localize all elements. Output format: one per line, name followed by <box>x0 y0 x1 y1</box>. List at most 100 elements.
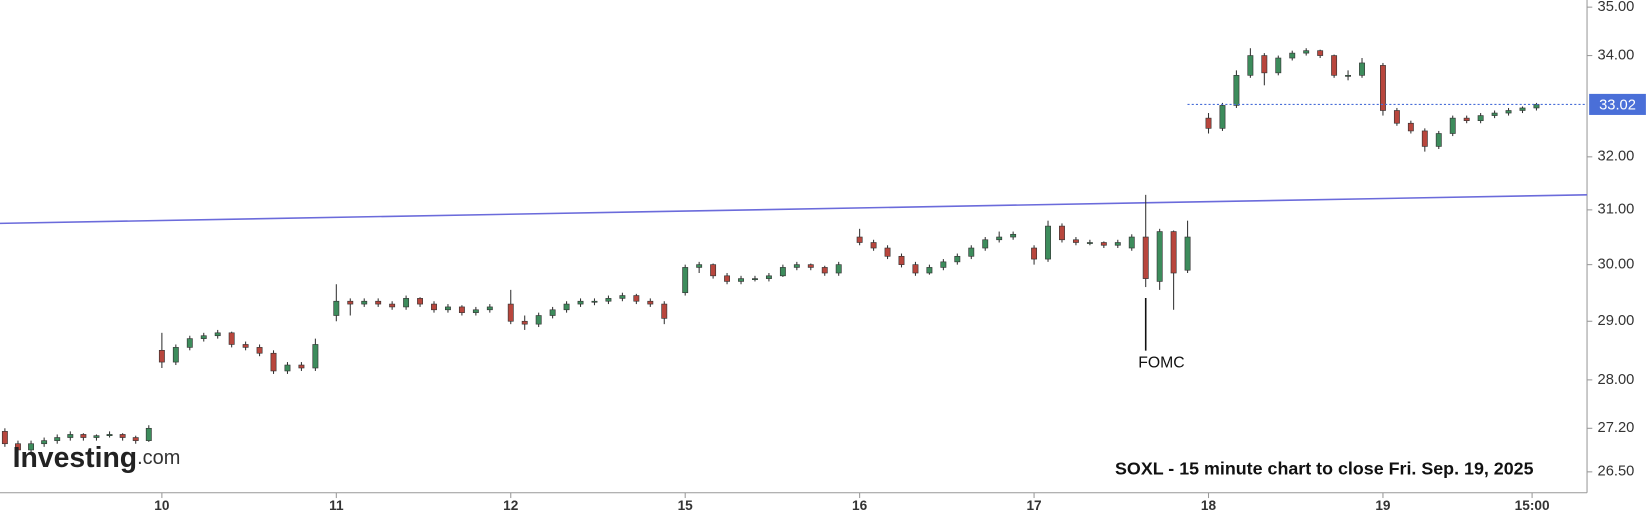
last-price-badge <box>1589 93 1646 115</box>
candle-body <box>431 303 437 311</box>
candle-body <box>158 349 165 363</box>
candle-body <box>1205 117 1212 129</box>
candle-body <box>1128 236 1135 249</box>
candle-body <box>472 309 479 313</box>
candle-body <box>214 332 221 337</box>
candle-body <box>752 278 758 280</box>
candle-body <box>1491 112 1498 116</box>
candle-body <box>93 435 100 438</box>
candle-body <box>884 247 891 257</box>
candle-body <box>765 275 772 279</box>
candle-body <box>1261 55 1268 74</box>
y-tick-label: 34.00 <box>1598 47 1635 63</box>
candle-body <box>486 306 493 311</box>
candle-body <box>577 300 584 305</box>
candle-body <box>200 335 207 339</box>
candle-body <box>333 300 340 316</box>
x-tick-label: 12 <box>503 498 519 513</box>
candle-body <box>535 315 542 325</box>
y-tick-label: 35.00 <box>1598 0 1635 15</box>
candle-body <box>1045 225 1051 260</box>
candle-body <box>186 338 193 348</box>
candle-body <box>996 236 1003 241</box>
candle-body <box>1477 115 1484 122</box>
candle-body <box>821 267 828 274</box>
candle-body <box>807 264 814 268</box>
y-tick-label: 26.50 <box>1598 464 1635 480</box>
x-tick-label: 11 <box>329 498 344 513</box>
candle-body <box>605 298 612 302</box>
candle-body <box>856 236 863 243</box>
candle-body <box>1072 239 1079 243</box>
candle-body <box>15 443 21 451</box>
candle-body <box>172 347 179 363</box>
candle-body <box>1247 55 1254 76</box>
candle-body <box>298 364 305 369</box>
candle-body <box>661 303 668 319</box>
y-tick-label: 28.00 <box>1598 372 1635 388</box>
candle-body <box>1519 107 1526 111</box>
candle-body <box>1393 110 1400 124</box>
candle-body <box>445 306 451 311</box>
candle-body <box>242 344 249 348</box>
candle-body <box>1100 242 1107 246</box>
candle-body <box>41 440 48 445</box>
candle-body <box>1233 75 1240 106</box>
candle-body <box>1142 236 1149 279</box>
y-tick-label: 29.00 <box>1598 313 1635 329</box>
candle-body <box>835 264 842 274</box>
candle-body <box>633 295 640 302</box>
candle-body <box>647 300 654 305</box>
candle-body <box>80 434 87 438</box>
candle-body <box>132 437 139 441</box>
candle-body <box>1289 52 1296 59</box>
chart-title: SOXL - 15 minute chart to close Fri. Sep… <box>1115 458 1534 478</box>
candle-body <box>28 443 34 451</box>
candle-body <box>619 295 626 299</box>
candle-body <box>1317 50 1324 56</box>
candle-body <box>106 434 113 437</box>
candle-body <box>912 264 919 274</box>
candle-body <box>793 264 800 268</box>
candle-body <box>403 298 410 308</box>
candle-body <box>1303 50 1310 54</box>
candle-body <box>1219 105 1226 129</box>
candle-body <box>417 298 423 305</box>
candle-body <box>549 309 556 316</box>
candle-body <box>926 267 933 274</box>
candle-body <box>1031 247 1038 260</box>
x-tick-label: 15:00 <box>1515 498 1550 513</box>
x-tick-label: 16 <box>852 498 868 513</box>
candle-body <box>1380 65 1386 111</box>
candle-body <box>347 300 354 305</box>
candle-body <box>1533 104 1540 109</box>
candle-body <box>507 303 514 322</box>
candle-body <box>458 306 465 313</box>
candle-body <box>361 300 368 305</box>
candle-body <box>1407 122 1414 132</box>
candle-body <box>968 247 975 257</box>
candle-body <box>54 437 61 441</box>
candle-body <box>1010 233 1017 238</box>
candle-body <box>284 364 291 372</box>
candle-body <box>145 427 152 441</box>
candle-body <box>1 431 8 445</box>
annotation-label: FOMC <box>1138 354 1184 371</box>
candle-body <box>898 255 905 265</box>
x-tick-label: 19 <box>1375 498 1391 513</box>
candle-body <box>1184 236 1191 271</box>
candle-body <box>1345 75 1352 77</box>
candle-body <box>724 275 731 282</box>
x-tick-label: 15 <box>678 498 694 513</box>
candle-body <box>256 347 263 354</box>
watermark-brand: Investing <box>13 442 138 474</box>
y-tick-label: 27.20 <box>1598 420 1635 436</box>
candle-body <box>1114 242 1121 246</box>
last-price-label: 33.02 <box>1599 97 1636 113</box>
candle-body <box>228 332 235 345</box>
candle-body <box>521 320 528 325</box>
candle-body <box>67 434 74 438</box>
